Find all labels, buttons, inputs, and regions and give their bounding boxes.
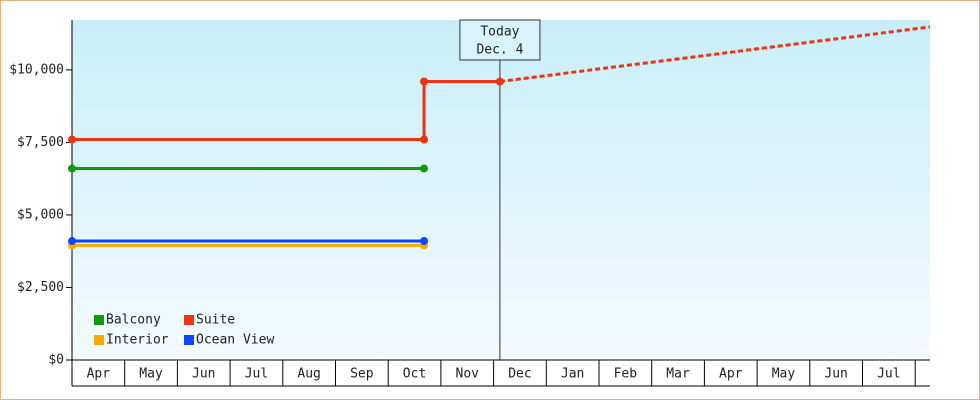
plot-area xyxy=(72,20,930,360)
point xyxy=(495,77,504,86)
x-tick-label: May xyxy=(139,367,163,382)
forecast-line xyxy=(499,25,931,83)
today-box xyxy=(459,19,541,61)
x-tick-label: Sep xyxy=(350,367,374,382)
series-line xyxy=(72,80,500,142)
y-tick-label: $0 xyxy=(48,353,64,368)
x-tick-label: Nov xyxy=(456,367,480,382)
x-tick-label: Apr xyxy=(719,367,743,382)
legend-label: Balcony xyxy=(106,313,161,328)
point xyxy=(68,135,76,144)
x-tick-label: Feb xyxy=(614,367,638,382)
x-tick-label: May xyxy=(772,367,796,382)
legend-label: Ocean View xyxy=(196,333,274,348)
y-tick-label: $7,500 xyxy=(17,135,64,150)
point xyxy=(420,77,429,86)
point xyxy=(420,164,429,173)
x-tick-label: Aug xyxy=(297,367,320,382)
x-tick-label: Jul xyxy=(245,367,268,382)
legend-label: Suite xyxy=(196,313,235,328)
x-tick-label: Jul xyxy=(877,367,900,382)
legend-swatch xyxy=(184,315,194,325)
x-tick-label: Jun xyxy=(824,367,847,382)
legend-label: Interior xyxy=(106,333,169,348)
y-tick-label: $2,500 xyxy=(17,280,64,295)
today-label: Today xyxy=(480,25,519,40)
x-tick-label: Mar xyxy=(666,367,690,382)
x-tick-label: Dec xyxy=(508,367,531,382)
legend-swatch xyxy=(184,335,194,345)
x-tick-label: Jan xyxy=(561,367,584,382)
legend-swatch xyxy=(94,315,104,325)
x-tick-label: Jun xyxy=(192,367,215,382)
x-tick-label: Apr xyxy=(87,367,111,382)
point xyxy=(420,135,429,144)
y-tick-label: $5,000 xyxy=(17,207,64,222)
point xyxy=(68,164,76,173)
point xyxy=(420,237,429,246)
x-tick-label: Oct xyxy=(403,367,426,382)
point xyxy=(68,237,76,246)
today-label: Dec. 4 xyxy=(476,43,523,58)
y-tick-label: $10,000 xyxy=(9,62,64,77)
legend-swatch xyxy=(94,335,104,345)
